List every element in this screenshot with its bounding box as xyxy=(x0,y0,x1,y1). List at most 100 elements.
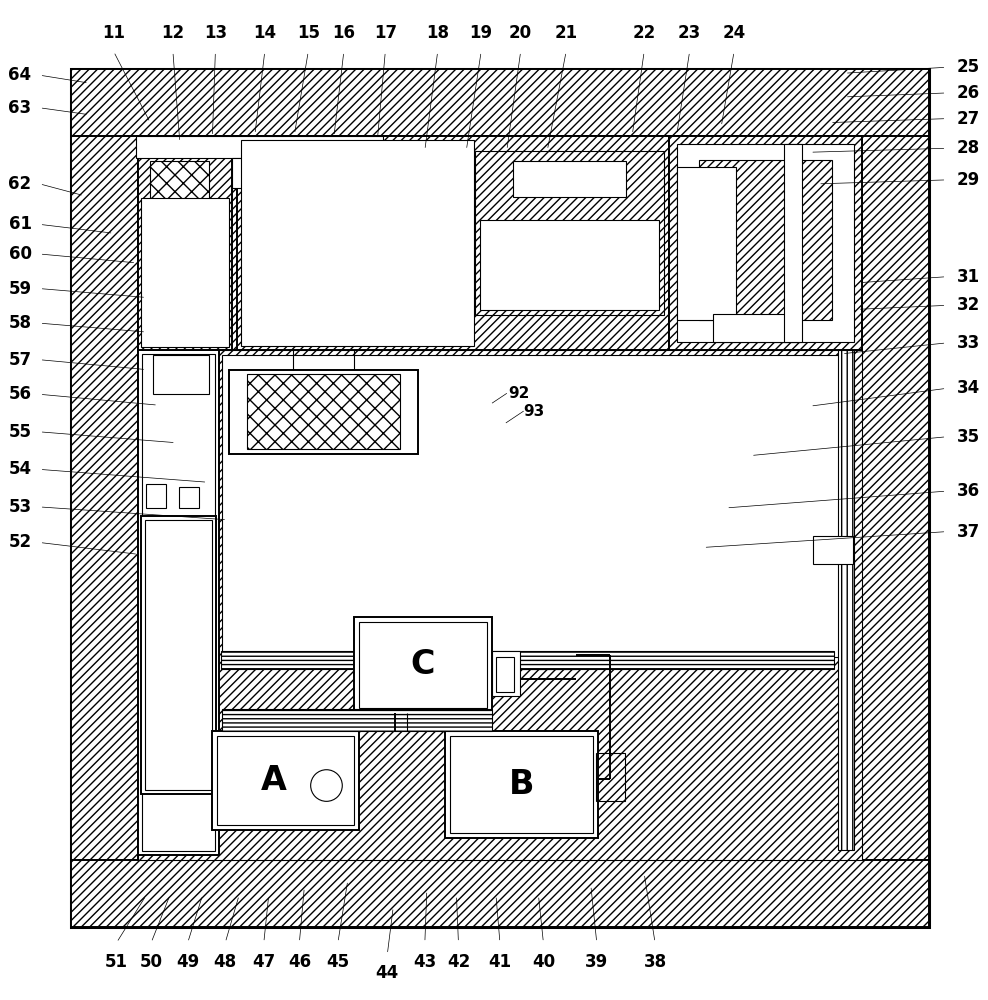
Text: C: C xyxy=(411,648,435,681)
Text: 38: 38 xyxy=(643,953,667,971)
Text: 47: 47 xyxy=(252,953,276,971)
Bar xyxy=(145,520,212,790)
Bar xyxy=(838,350,854,850)
Text: 36: 36 xyxy=(956,482,979,500)
Bar xyxy=(862,69,929,927)
Bar xyxy=(71,69,138,927)
Bar xyxy=(71,69,929,927)
Text: 19: 19 xyxy=(469,24,493,42)
Text: 39: 39 xyxy=(585,953,609,971)
Text: B: B xyxy=(509,768,534,801)
Bar xyxy=(141,516,216,794)
Text: 22: 22 xyxy=(632,24,656,42)
Text: 20: 20 xyxy=(509,24,533,42)
Bar xyxy=(813,536,853,564)
Text: 44: 44 xyxy=(375,964,399,982)
Text: 14: 14 xyxy=(253,24,277,42)
Text: 46: 46 xyxy=(288,953,311,971)
Bar xyxy=(496,657,514,692)
Text: 26: 26 xyxy=(956,84,979,102)
Bar xyxy=(150,161,209,220)
Bar xyxy=(237,136,669,350)
Text: 93: 93 xyxy=(524,404,545,419)
Bar xyxy=(222,709,492,731)
Bar xyxy=(229,370,418,454)
Text: 17: 17 xyxy=(373,24,397,42)
Bar xyxy=(71,69,929,136)
Text: 34: 34 xyxy=(956,379,980,397)
Bar xyxy=(221,651,834,669)
Text: 18: 18 xyxy=(426,24,450,42)
Bar xyxy=(784,144,802,342)
Text: 48: 48 xyxy=(213,953,237,971)
Bar xyxy=(142,354,215,851)
Text: 60: 60 xyxy=(9,245,32,263)
Text: 28: 28 xyxy=(956,139,979,157)
Bar xyxy=(141,198,229,347)
Text: 42: 42 xyxy=(447,953,470,971)
Text: 32: 32 xyxy=(956,296,980,314)
Bar xyxy=(138,136,862,350)
Text: 51: 51 xyxy=(105,953,128,971)
Bar xyxy=(359,622,487,708)
Text: 21: 21 xyxy=(554,24,578,42)
Text: 63: 63 xyxy=(9,99,32,117)
Text: 58: 58 xyxy=(9,314,32,332)
Bar xyxy=(596,753,625,801)
Text: 62: 62 xyxy=(9,175,32,193)
Text: 25: 25 xyxy=(956,58,979,76)
Text: 27: 27 xyxy=(956,110,980,128)
Bar xyxy=(450,736,593,833)
Text: 37: 37 xyxy=(956,523,980,541)
Text: 56: 56 xyxy=(9,385,32,403)
Bar xyxy=(136,136,383,158)
Bar xyxy=(492,651,520,696)
Bar xyxy=(247,374,400,449)
Text: 61: 61 xyxy=(9,215,32,233)
Text: 52: 52 xyxy=(9,533,32,551)
Text: 64: 64 xyxy=(9,66,32,84)
Bar xyxy=(475,151,664,315)
Text: 12: 12 xyxy=(161,24,185,42)
Text: 33: 33 xyxy=(956,334,980,352)
Bar xyxy=(445,731,598,838)
Text: 54: 54 xyxy=(9,460,32,478)
Bar xyxy=(669,136,862,350)
Text: 24: 24 xyxy=(722,24,746,42)
Text: 41: 41 xyxy=(488,953,512,971)
Text: 59: 59 xyxy=(9,280,32,298)
Bar xyxy=(232,158,361,188)
Bar xyxy=(212,731,359,830)
Text: 92: 92 xyxy=(508,386,530,401)
Bar xyxy=(217,736,354,825)
Text: 16: 16 xyxy=(332,24,356,42)
Text: 23: 23 xyxy=(678,24,701,42)
Bar xyxy=(71,860,929,927)
Text: 45: 45 xyxy=(326,953,350,971)
Text: 40: 40 xyxy=(532,953,555,971)
Text: 13: 13 xyxy=(204,24,227,42)
Bar xyxy=(138,136,232,350)
Bar xyxy=(354,617,492,713)
Bar xyxy=(513,161,626,197)
Bar xyxy=(699,160,832,320)
Text: 49: 49 xyxy=(176,953,200,971)
Text: 31: 31 xyxy=(956,268,979,286)
Bar xyxy=(241,140,474,346)
Text: 57: 57 xyxy=(9,351,32,369)
Text: A: A xyxy=(261,764,287,797)
Bar xyxy=(153,355,209,394)
Bar xyxy=(713,314,800,342)
Text: 11: 11 xyxy=(102,24,125,42)
Bar xyxy=(677,167,736,320)
Text: 15: 15 xyxy=(296,24,320,42)
Text: 53: 53 xyxy=(9,498,32,516)
Bar xyxy=(146,484,166,508)
Bar xyxy=(179,487,199,508)
Bar xyxy=(222,355,842,657)
Bar xyxy=(138,350,219,855)
Text: 29: 29 xyxy=(956,171,980,189)
Text: 43: 43 xyxy=(413,953,437,971)
Bar xyxy=(138,350,862,860)
Text: 50: 50 xyxy=(139,953,163,971)
